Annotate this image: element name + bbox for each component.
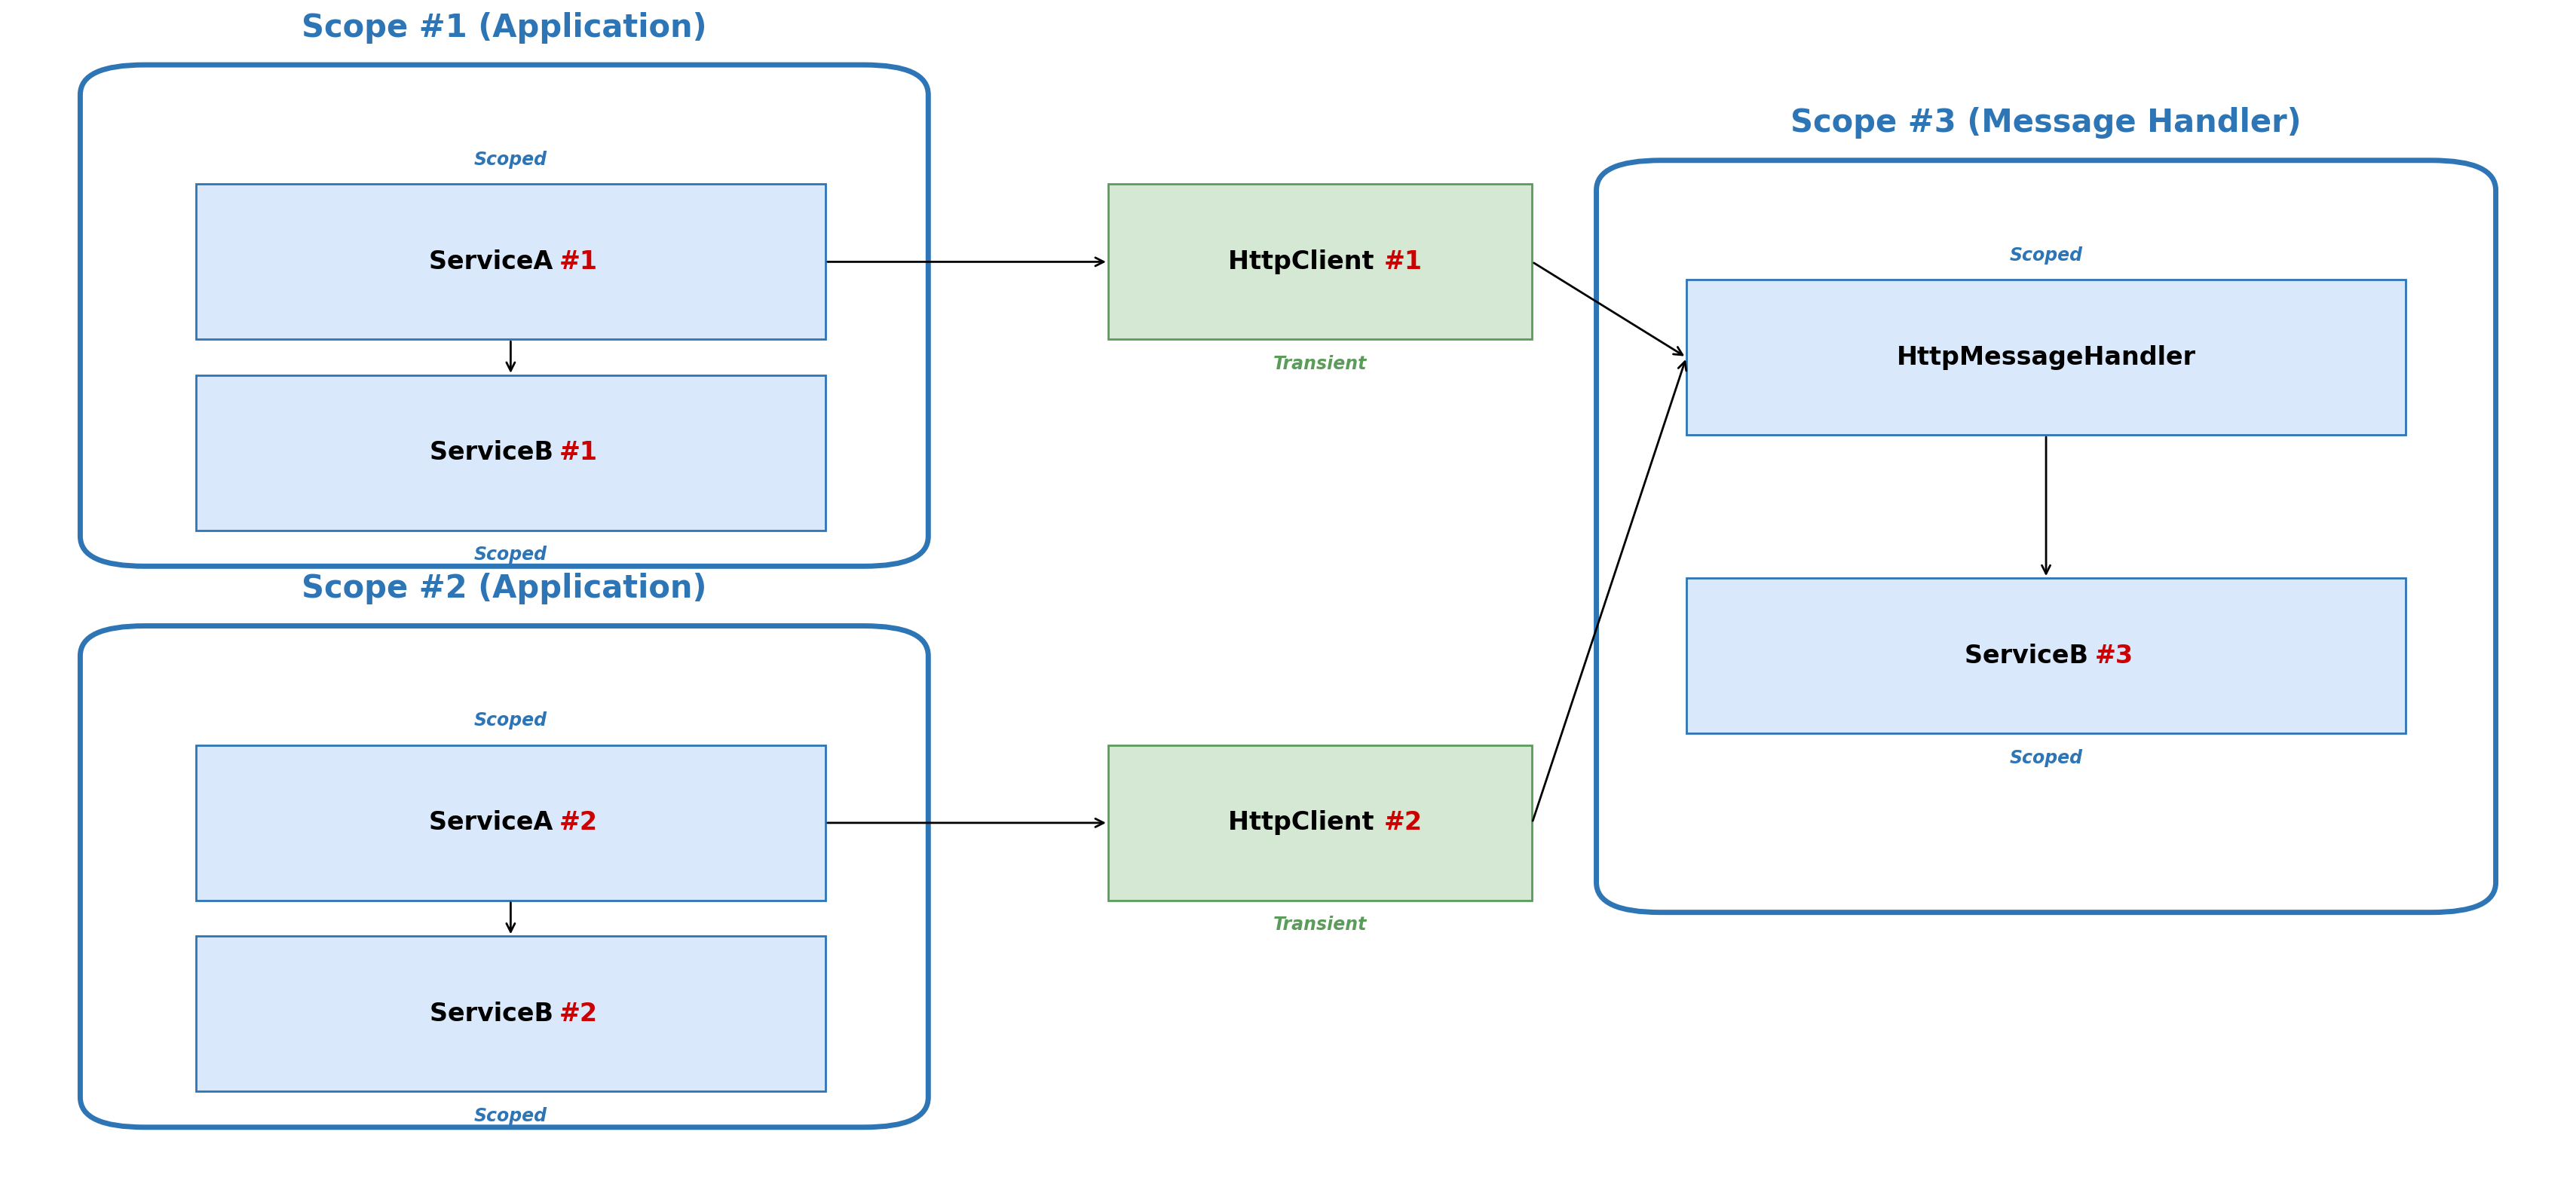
Bar <box>1687 280 2406 435</box>
Text: Scoped: Scoped <box>2009 246 2081 264</box>
Text: #1: #1 <box>559 440 598 465</box>
Text: Scoped: Scoped <box>474 546 546 564</box>
FancyBboxPatch shape <box>1597 160 2496 912</box>
Bar <box>196 375 824 530</box>
Text: HttpMessageHandler: HttpMessageHandler <box>1896 345 2195 370</box>
Text: #2: #2 <box>559 1001 598 1027</box>
Bar <box>196 745 824 900</box>
Bar <box>1108 184 1533 339</box>
Text: Scope #3 (Message Handler): Scope #3 (Message Handler) <box>1790 107 2300 139</box>
Text: HttpClient: HttpClient <box>1229 810 1383 835</box>
FancyBboxPatch shape <box>80 626 927 1127</box>
Text: #2: #2 <box>1383 810 1422 835</box>
Bar <box>1687 578 2406 733</box>
Text: ServiceB: ServiceB <box>1965 643 2097 668</box>
Text: ServiceB: ServiceB <box>430 440 562 465</box>
Text: Scope #2 (Application): Scope #2 (Application) <box>301 573 706 605</box>
FancyBboxPatch shape <box>80 65 927 566</box>
Text: #2: #2 <box>559 810 598 835</box>
Text: ServiceB: ServiceB <box>430 1001 562 1027</box>
Text: Scoped: Scoped <box>2009 749 2081 767</box>
Text: Transient: Transient <box>1273 355 1368 373</box>
Text: HttpClient: HttpClient <box>1229 249 1383 274</box>
Text: Scoped: Scoped <box>474 1107 546 1125</box>
Text: ServiceA: ServiceA <box>430 810 562 835</box>
Bar <box>1108 745 1533 900</box>
Text: #3: #3 <box>2094 643 2133 668</box>
Text: Scoped: Scoped <box>474 712 546 730</box>
Text: Scope #1 (Application): Scope #1 (Application) <box>301 12 706 43</box>
Text: ServiceA: ServiceA <box>430 249 562 274</box>
Text: #1: #1 <box>559 249 598 274</box>
Text: #1: #1 <box>1383 249 1422 274</box>
Text: Transient: Transient <box>1273 916 1368 934</box>
Bar <box>196 184 824 339</box>
Bar <box>196 936 824 1091</box>
Text: Scoped: Scoped <box>474 150 546 168</box>
